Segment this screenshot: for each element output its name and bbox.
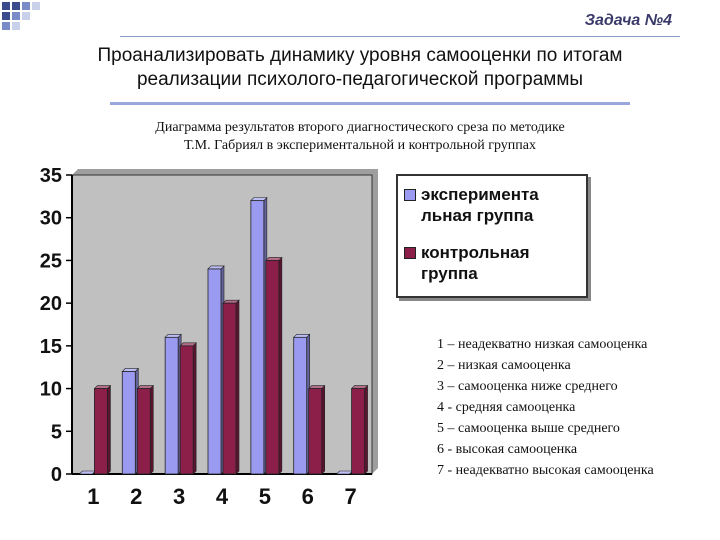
bar-experimental-4 xyxy=(207,265,225,475)
title-line-1: Проанализировать динамику уровня самооце… xyxy=(97,45,623,66)
legend-label-control-line2: группа xyxy=(421,264,478,283)
y-tick-label: 15 xyxy=(40,336,62,358)
legend-swatch-experimental xyxy=(404,189,416,201)
legend-item-experimental: эксперимента льная группа xyxy=(404,184,571,226)
bar-experimental-1 xyxy=(78,470,97,475)
legend-label-experimental-line2: льная группа xyxy=(421,206,534,225)
note-item: 5 – самооценка выше среднего xyxy=(437,421,620,436)
x-tick-label: 6 xyxy=(302,484,314,509)
y-tick-label: 25 xyxy=(40,250,62,272)
x-tick-label: 1 xyxy=(87,484,99,509)
title-underline xyxy=(110,102,630,105)
caption-line-1: Диаграмма результатов второго диагностич… xyxy=(155,120,565,135)
x-tick-label: 4 xyxy=(216,484,229,509)
legend-label-experimental-line1: эксперимента xyxy=(421,185,539,204)
page-title: Проанализировать динамику уровня самооце… xyxy=(40,44,680,92)
legend-label-control-line1: контрольная xyxy=(421,243,530,262)
chart-caption: Диаграмма результатов второго диагностич… xyxy=(60,119,660,155)
bar-control-1 xyxy=(93,384,112,475)
chart-legend: эксперимента льная группа контрольная груп… xyxy=(396,174,588,298)
legend-swatch-control xyxy=(404,247,416,259)
bar-experimental-3 xyxy=(164,333,182,475)
note-item: 2 – низкая самооценка xyxy=(437,358,571,373)
y-tick-label: 35 xyxy=(40,165,62,187)
bar-experimental-2 xyxy=(121,367,140,475)
note-item: 4 - средняя самооценка xyxy=(437,400,576,415)
note-item: 7 - неадекватно высокая самооценка xyxy=(437,463,654,478)
task-label: Задача №4 xyxy=(584,12,672,29)
y-tick-label: 0 xyxy=(51,464,62,486)
bar-control-3 xyxy=(179,342,197,475)
bar-control-6 xyxy=(307,384,326,475)
x-tick-label: 2 xyxy=(130,484,142,509)
bar-control-2 xyxy=(136,384,155,475)
title-line-2: реализации психолого-педагогической прог… xyxy=(136,69,584,90)
corner-decoration xyxy=(2,2,40,30)
note-item: 3 – самооценка ниже среднего xyxy=(437,379,618,394)
level-notes: 1 – неадекватно низкая самооценка 2 – ни… xyxy=(437,334,654,481)
bar-control-7 xyxy=(350,384,369,475)
note-item: 6 - высокая самооценка xyxy=(437,442,578,457)
bar-experimental-5 xyxy=(250,196,268,475)
y-tick-label: 5 xyxy=(51,421,62,443)
note-item: 1 – неадекватно низкая самооценка xyxy=(437,337,648,352)
y-tick-label: 20 xyxy=(40,293,62,315)
legend-item-control: контрольная группа xyxy=(404,242,571,284)
top-divider xyxy=(120,36,680,37)
bar-experimental-6 xyxy=(292,333,311,475)
bar-control-5 xyxy=(265,256,283,475)
bar-experimental-7 xyxy=(335,470,354,475)
x-tick-label: 3 xyxy=(173,484,185,509)
bar-control-4 xyxy=(222,299,240,475)
x-tick-label: 7 xyxy=(344,484,356,509)
x-tick-label: 5 xyxy=(259,484,271,509)
y-tick-label: 30 xyxy=(40,208,62,230)
y-tick-label: 10 xyxy=(40,379,62,401)
caption-line-2: Т.М. Габриял в экспериментальной и контр… xyxy=(184,138,536,153)
